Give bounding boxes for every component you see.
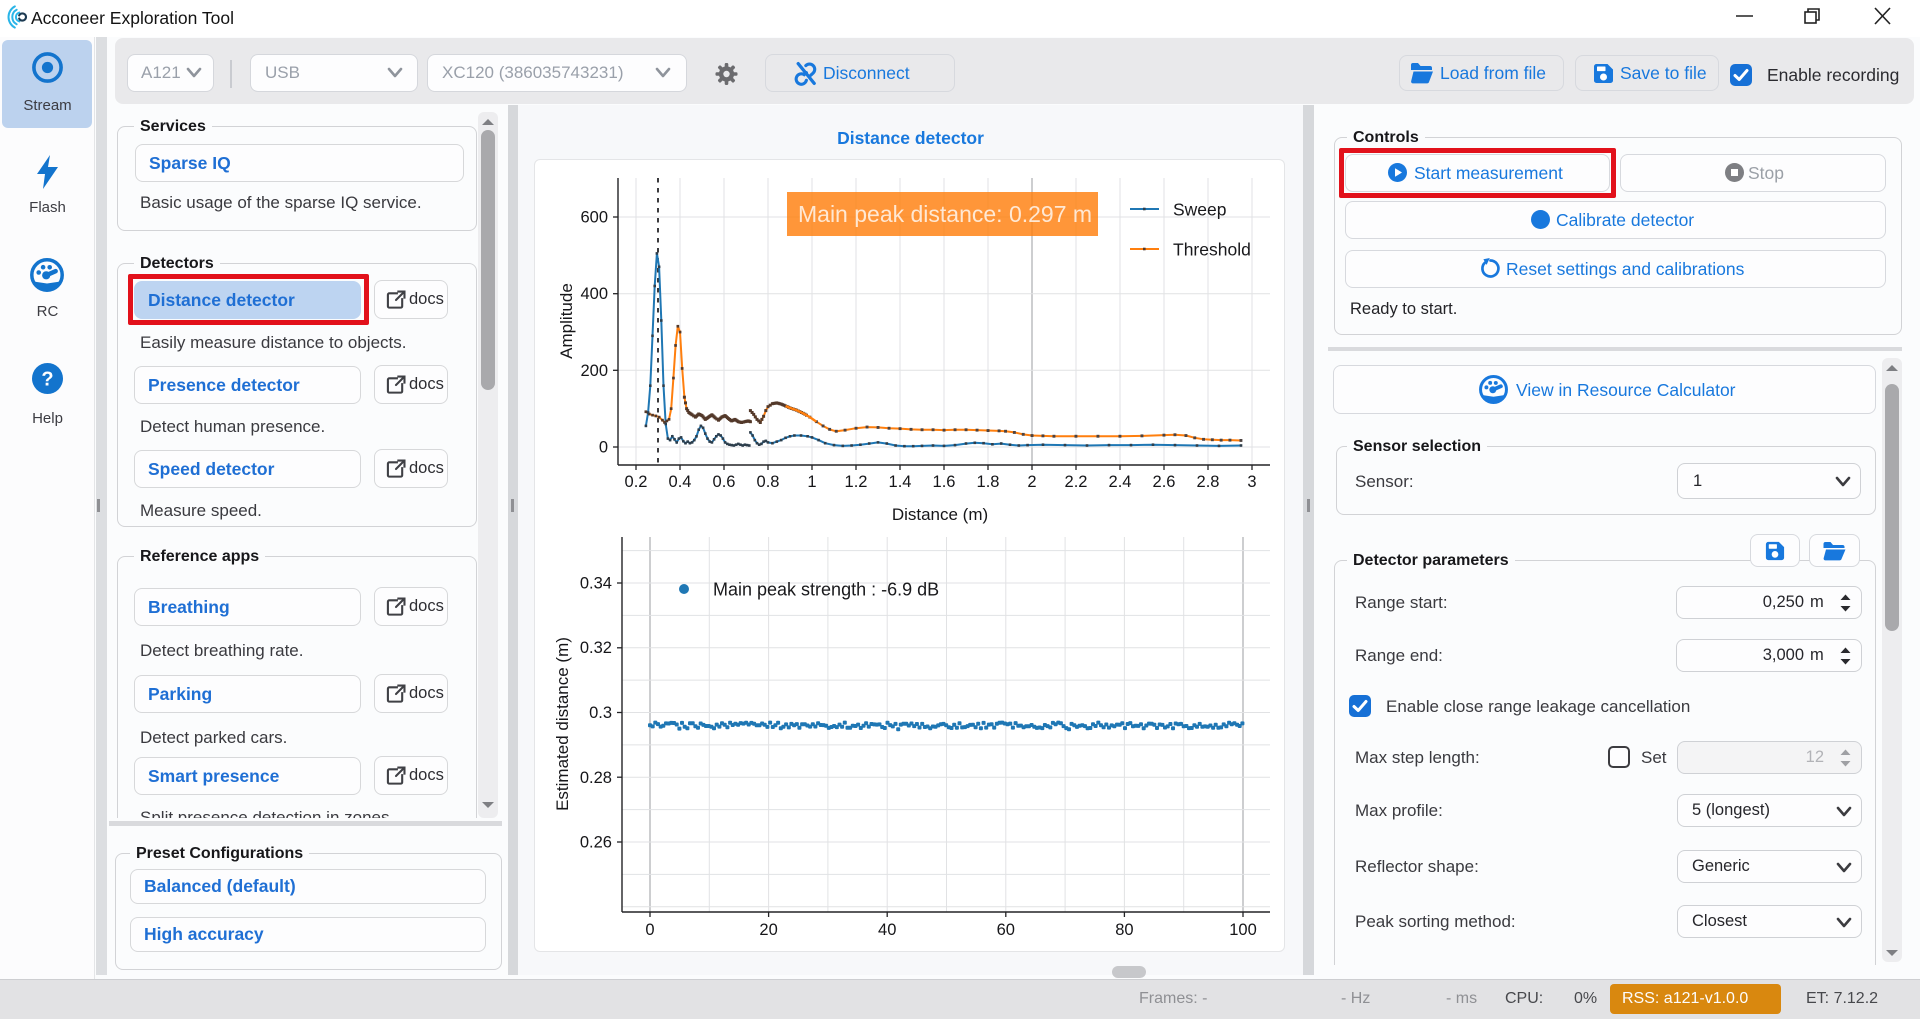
svg-text:Sweep: Sweep [1173,200,1227,220]
svg-text:1.8: 1.8 [977,473,1000,491]
svg-text:Main peak distance: 0.297 m: Main peak distance: 0.297 m [798,201,1092,227]
svg-text:2.6: 2.6 [1153,473,1176,491]
svg-text:20: 20 [759,921,777,939]
svg-text:0.6: 0.6 [713,473,736,491]
svg-text:0: 0 [645,921,654,939]
svg-text:1.6: 1.6 [933,473,956,491]
svg-text:0.2: 0.2 [625,473,648,491]
svg-text:Threshold: Threshold [1173,240,1251,260]
svg-text:80: 80 [1115,921,1133,939]
svg-text:1.4: 1.4 [889,473,912,491]
svg-text:60: 60 [997,921,1015,939]
svg-text:Estimated distance (m): Estimated distance (m) [553,637,572,811]
svg-text:100: 100 [1229,921,1257,939]
svg-text:200: 200 [580,362,608,380]
svg-text:3: 3 [1247,473,1256,491]
svg-text:0.28: 0.28 [580,769,612,787]
svg-text:0.8: 0.8 [757,473,780,491]
svg-text:40: 40 [878,921,896,939]
svg-text:400: 400 [580,285,608,303]
svg-text:0: 0 [599,439,608,457]
svg-text:0.26: 0.26 [580,834,612,852]
svg-text:Main peak strength : -6.9 dB: Main peak strength : -6.9 dB [713,580,939,600]
svg-text:0.34: 0.34 [580,575,612,593]
svg-text:1.2: 1.2 [845,473,868,491]
svg-text:2.4: 2.4 [1109,473,1132,491]
svg-text:Distance (m): Distance (m) [892,505,988,524]
svg-text:600: 600 [580,209,608,227]
svg-text:2.8: 2.8 [1197,473,1220,491]
svg-text:0.3: 0.3 [589,704,612,722]
svg-text:?: ? [41,369,53,391]
svg-text:0.4: 0.4 [669,473,692,491]
svg-text:2: 2 [1027,473,1036,491]
svg-text:Amplitude: Amplitude [557,283,576,359]
svg-text:0.32: 0.32 [580,639,612,657]
svg-text:2.2: 2.2 [1065,473,1088,491]
svg-text:1: 1 [807,473,816,491]
